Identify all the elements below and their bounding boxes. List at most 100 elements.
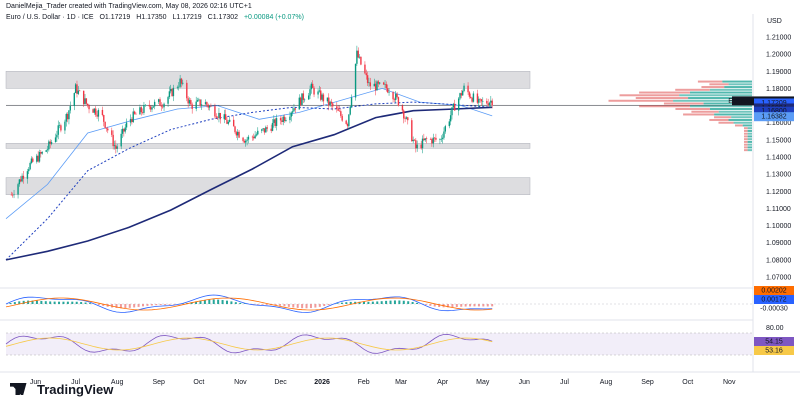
y-tick-label: 1.10000	[766, 223, 791, 230]
volume-profile-bar	[747, 149, 752, 152]
close-value: C1.17302	[207, 14, 239, 21]
macd-histogram-bar	[279, 304, 282, 306]
volume-profile-bar	[639, 91, 690, 94]
candle-body	[354, 63, 357, 98]
price-label-tag	[732, 96, 754, 106]
candle-body	[32, 158, 34, 162]
candle-body	[282, 116, 284, 122]
macd-histogram-bar	[301, 304, 304, 309]
candle-body	[131, 118, 133, 123]
macd-histogram-bar	[80, 302, 83, 304]
candle-body	[22, 175, 25, 179]
macd-histogram-bar	[265, 304, 268, 305]
macd-histogram-bar	[446, 304, 449, 308]
macd-histogram-bar	[473, 304, 476, 307]
volume-profile-bar	[742, 124, 752, 127]
x-tick-label: May	[476, 379, 490, 386]
candle-body	[228, 119, 231, 122]
candle-body	[262, 128, 264, 130]
macd-histogram-bar	[349, 301, 352, 304]
candle-body	[56, 134, 58, 138]
volume-profile-bar	[679, 94, 752, 97]
candle-body	[302, 93, 305, 100]
candle-body	[487, 103, 489, 106]
candle-body	[397, 97, 400, 106]
candle-body	[448, 121, 451, 127]
candle-body	[113, 145, 116, 147]
candle-body	[439, 139, 441, 140]
candle-body	[182, 82, 184, 84]
macd-histogram-bar	[464, 304, 467, 307]
macd-histogram-bar	[354, 301, 357, 304]
zone-0	[5, 71, 531, 89]
macd-histogram-bar	[411, 301, 414, 304]
candle-body	[26, 171, 29, 179]
macd-histogram-bar	[398, 300, 401, 304]
candle-body	[160, 105, 163, 107]
candle-body	[263, 128, 266, 133]
candle-body	[431, 139, 433, 144]
candle-body	[476, 93, 479, 103]
macd-value-label: 0.00202	[761, 288, 786, 295]
macd-histogram-bar	[142, 304, 145, 307]
candle-body	[486, 100, 488, 104]
candle-body	[337, 108, 339, 111]
symbol-name[interactable]: Euro / U.S. Dollar · 1D · ICE	[6, 14, 94, 21]
candle-body	[245, 140, 247, 143]
candle-body	[336, 106, 338, 109]
candle-body	[243, 140, 246, 143]
candle-body	[73, 93, 76, 107]
candle-body	[82, 90, 85, 105]
macd-histogram-bar	[362, 301, 365, 304]
candle-body	[188, 100, 191, 104]
candle-body	[478, 98, 480, 103]
candle-body	[172, 87, 175, 97]
candle-body	[460, 93, 463, 96]
macd-histogram-bar	[429, 304, 432, 306]
candle-body	[246, 139, 248, 141]
candle-body	[29, 163, 31, 170]
macd-histogram-bar	[261, 304, 264, 305]
candle-body	[254, 135, 256, 139]
macd-histogram-bar	[274, 304, 277, 306]
rsi-value-box	[754, 346, 794, 355]
x-tick-label: Sep	[641, 379, 654, 386]
candle-body	[328, 97, 330, 106]
candle-body	[49, 141, 51, 144]
price-label-box	[754, 112, 794, 122]
volume-profile-bar	[733, 121, 752, 124]
candle-body	[330, 101, 333, 104]
candle-body	[403, 110, 405, 119]
macd-histogram-bar	[402, 300, 405, 304]
candle-body	[257, 130, 259, 135]
candle-body	[388, 92, 390, 93]
candle-body	[103, 115, 105, 122]
ma-mid-line	[5, 101, 493, 261]
candle-body	[132, 111, 134, 123]
candle-body	[77, 90, 80, 94]
candle-body	[358, 56, 361, 58]
candle-body	[340, 111, 342, 116]
candle-body	[348, 114, 350, 127]
candle-body	[237, 131, 239, 136]
candle-body	[274, 119, 276, 126]
candle-body	[472, 93, 475, 102]
macd-histogram-bar	[203, 300, 206, 304]
volume-profile-bar	[701, 86, 725, 89]
macd-histogram-bar	[345, 302, 348, 304]
candle-body	[382, 82, 385, 85]
x-tick-label: Jul	[560, 379, 569, 386]
candle-body	[157, 99, 160, 102]
macd-histogram-bar	[71, 301, 74, 304]
candle-body	[307, 95, 310, 100]
candle-body	[133, 111, 136, 114]
candle-body	[320, 90, 322, 100]
rsi-value-label: 53.16	[765, 348, 783, 355]
candle-body	[210, 106, 212, 107]
macd-histogram-bar	[44, 301, 47, 304]
candle-body	[488, 102, 491, 106]
macd-histogram-bar	[62, 301, 65, 304]
candle-body	[322, 94, 325, 102]
macd-histogram-bar	[195, 301, 198, 304]
